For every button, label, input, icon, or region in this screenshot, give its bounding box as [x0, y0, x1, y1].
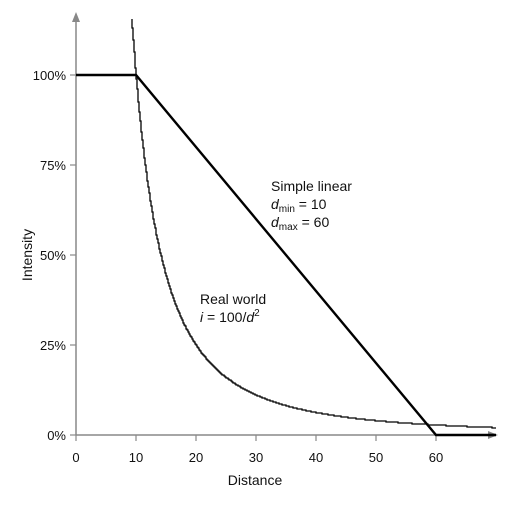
y-axis-arrow	[72, 12, 80, 22]
x-tick-label: 0	[72, 450, 79, 465]
annotation-formula-den: d	[246, 309, 255, 325]
x-ticks: 0 10 20 30 40 50 60	[72, 435, 443, 465]
x-tick-label: 50	[369, 450, 383, 465]
annotation-formula-var: i	[200, 309, 204, 325]
annotation-formula-exp: 2	[254, 308, 260, 319]
x-tick-label: 40	[309, 450, 323, 465]
series-simple-linear-line	[76, 73, 496, 437]
annotation-simple-linear-title: Simple linear	[271, 178, 352, 194]
annotation-dmax-value: = 60	[298, 214, 330, 230]
annotation-dmax: dmax = 60	[271, 214, 329, 233]
annotation-real-world-formula: i = 100/d2	[200, 308, 260, 325]
y-tick-label: 0%	[47, 428, 66, 443]
y-axis-label: Intensity	[19, 229, 35, 281]
series-real-world-line	[131, 19, 496, 429]
annotation-dmax-sub: max	[279, 222, 298, 233]
annotation-dmin-var: d	[271, 196, 280, 212]
annotation-formula-mid: = 100/	[203, 309, 246, 325]
annotation-dmax-var: d	[271, 214, 280, 230]
annotation-simple-linear: Simple linear dmin = 10 dmax = 60	[271, 178, 352, 233]
x-tick-label: 20	[189, 450, 203, 465]
annotation-dmin-sub: min	[279, 204, 295, 215]
y-tick-label: 25%	[40, 338, 66, 353]
x-tick-label: 30	[249, 450, 263, 465]
x-axis-label: Distance	[228, 472, 283, 488]
y-tick-label: 75%	[40, 158, 66, 173]
y-tick-label: 100%	[33, 68, 67, 83]
annotation-real-world-title: Real world	[200, 291, 266, 307]
annotation-dmin-value: = 10	[295, 196, 327, 212]
annotation-dmin: dmin = 10	[271, 196, 327, 215]
x-tick-label: 10	[129, 450, 143, 465]
y-ticks: 0% 25% 50% 75% 100%	[33, 68, 76, 443]
y-tick-label: 50%	[40, 248, 66, 263]
series-layer	[76, 19, 496, 437]
annotation-real-world: Real world i = 100/d2	[200, 291, 266, 325]
x-tick-label: 60	[429, 450, 443, 465]
